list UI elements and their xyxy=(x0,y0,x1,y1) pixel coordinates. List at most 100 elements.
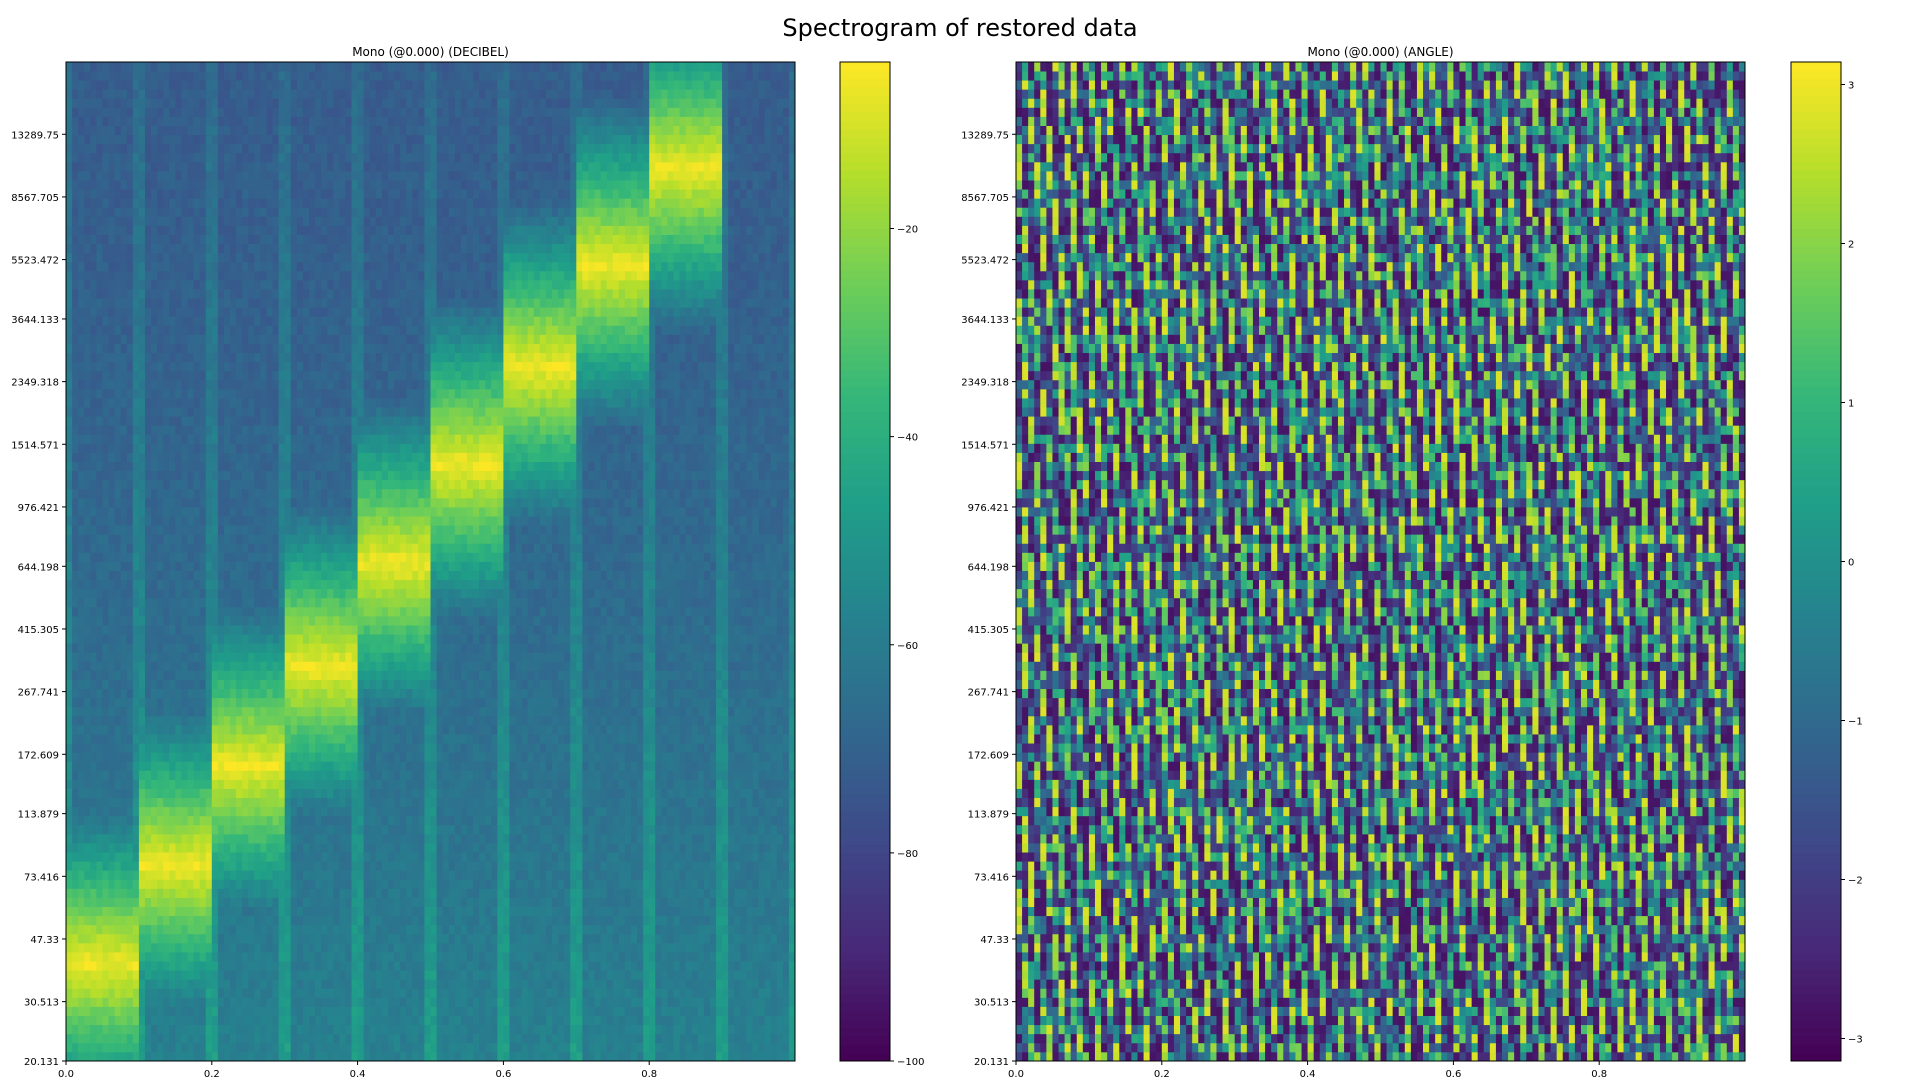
heatmap-cell xyxy=(296,833,304,844)
heatmap-cell xyxy=(151,933,158,944)
heatmap-cell xyxy=(181,534,188,544)
heatmap-cell xyxy=(266,806,273,817)
heatmap-cell xyxy=(138,398,146,408)
heatmap-cell xyxy=(175,997,182,1007)
heatmap-cell xyxy=(144,643,152,653)
heatmap-cell xyxy=(333,706,340,717)
heatmap-cell xyxy=(248,252,255,263)
heatmap-cell xyxy=(217,815,225,826)
heatmap-cell xyxy=(193,915,201,926)
heatmap-cell xyxy=(169,252,176,263)
heatmap-cell xyxy=(181,561,188,571)
heatmap-cell xyxy=(248,843,255,853)
heatmap-cell xyxy=(236,1024,243,1035)
heatmap-cell xyxy=(84,161,91,172)
heatmap-cell xyxy=(90,806,97,817)
heatmap-cell xyxy=(132,152,140,163)
heatmap-cell xyxy=(302,180,310,190)
heatmap-cell xyxy=(284,71,292,81)
heatmap-cell xyxy=(205,488,213,499)
heatmap-cell xyxy=(157,289,164,299)
heatmap-cell xyxy=(205,388,213,399)
heatmap-cell xyxy=(157,824,164,835)
heatmap-cell xyxy=(193,89,201,99)
heatmap-cell xyxy=(248,398,255,408)
heatmap-cell xyxy=(272,606,280,617)
heatmap-cell xyxy=(138,452,146,462)
heatmap-cell xyxy=(163,625,170,635)
heatmap-cell xyxy=(327,80,334,90)
heatmap-cell xyxy=(254,516,261,526)
heatmap-cell xyxy=(157,334,164,344)
heatmap-cell xyxy=(321,434,328,444)
heatmap-cell xyxy=(236,615,243,626)
heatmap-cell xyxy=(242,62,249,72)
heatmap-cell xyxy=(242,606,249,617)
heatmap-cell xyxy=(163,470,170,481)
heatmap-cell xyxy=(290,806,298,817)
heatmap-cell xyxy=(230,289,237,299)
heatmap-cell xyxy=(230,879,237,889)
heatmap-cell xyxy=(84,243,91,254)
heatmap-cell xyxy=(78,116,85,126)
heatmap-cell xyxy=(126,452,134,462)
heatmap-cell xyxy=(230,734,237,744)
heatmap-cell xyxy=(157,634,164,644)
heatmap-cell xyxy=(242,770,249,780)
heatmap-cell xyxy=(157,970,164,980)
heatmap-cell xyxy=(102,525,109,535)
heatmap-cell xyxy=(175,706,182,717)
heatmap-cell xyxy=(205,198,213,208)
heatmap-cell xyxy=(272,534,280,544)
heatmap-cell xyxy=(151,1051,158,1062)
heatmap-cell xyxy=(327,125,334,136)
heatmap-cell xyxy=(138,334,146,344)
heatmap-cell xyxy=(163,525,170,535)
heatmap-cell xyxy=(296,80,304,90)
heatmap-cell xyxy=(84,343,91,354)
heatmap-cell xyxy=(181,724,188,735)
heatmap-cell xyxy=(284,325,292,335)
heatmap-cell xyxy=(272,915,280,926)
heatmap-cell xyxy=(290,761,298,771)
heatmap-cell xyxy=(290,388,298,399)
heatmap-cell xyxy=(108,198,116,208)
heatmap-cell xyxy=(151,979,158,989)
heatmap-cell xyxy=(193,688,201,699)
heatmap-cell xyxy=(72,979,79,989)
heatmap-cell xyxy=(199,161,207,172)
heatmap-cell xyxy=(284,897,292,908)
heatmap-cell xyxy=(290,588,298,599)
heatmap-cell xyxy=(78,1033,85,1044)
heatmap-cell xyxy=(272,697,280,708)
heatmap-cell xyxy=(126,425,134,435)
heatmap-cell xyxy=(260,697,267,708)
heatmap-cell xyxy=(266,715,273,726)
heatmap-cell xyxy=(333,570,340,581)
heatmap-cell xyxy=(132,997,140,1007)
heatmap-cell xyxy=(211,1051,219,1062)
heatmap-cell xyxy=(175,806,182,817)
heatmap-cell xyxy=(108,697,116,708)
heatmap-cell xyxy=(96,625,103,635)
heatmap-cell xyxy=(242,143,249,154)
heatmap-cell xyxy=(193,525,201,535)
heatmap-cell xyxy=(144,388,152,399)
heatmap-cell xyxy=(327,634,334,644)
heatmap-cell xyxy=(138,861,146,871)
heatmap-cell xyxy=(205,189,213,199)
heatmap-cell xyxy=(66,307,73,317)
heatmap-cell xyxy=(175,752,182,762)
heatmap-cell xyxy=(223,915,231,926)
heatmap-cell xyxy=(302,116,310,126)
heatmap-cell xyxy=(163,879,170,889)
heatmap-cell xyxy=(193,888,201,898)
heatmap-cell xyxy=(72,116,79,126)
heatmap-cell xyxy=(339,861,346,871)
heatmap-cell xyxy=(72,170,79,181)
heatmap-cell xyxy=(236,470,243,481)
heatmap-cell xyxy=(272,525,280,535)
heatmap-cell xyxy=(205,706,213,717)
heatmap-cell xyxy=(211,252,219,263)
heatmap-cell xyxy=(181,425,188,435)
